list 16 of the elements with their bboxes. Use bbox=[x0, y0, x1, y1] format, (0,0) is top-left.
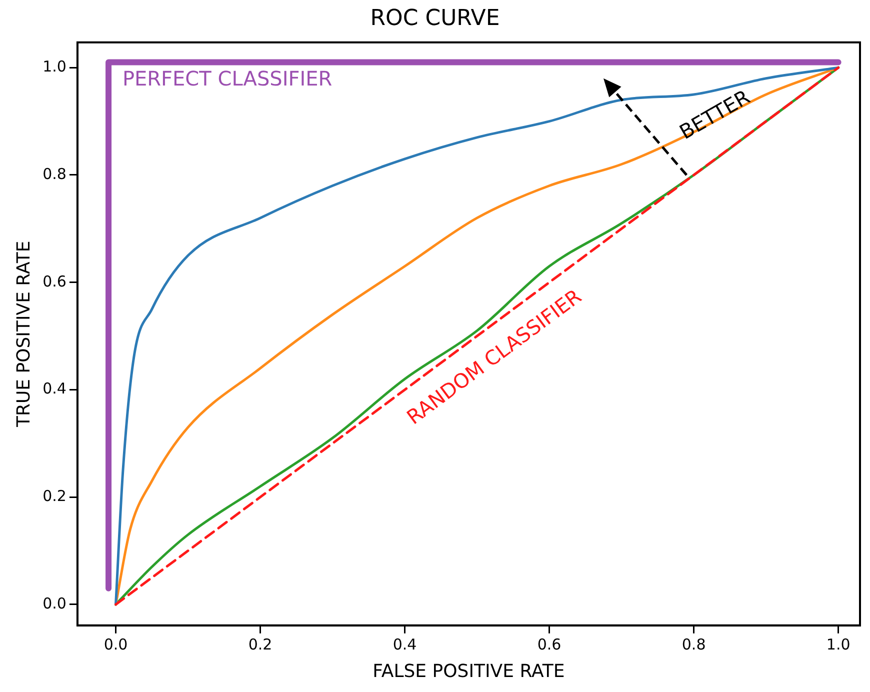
y-tick-label: 0.8 bbox=[42, 164, 66, 183]
x-tick-label: 1.0 bbox=[826, 635, 850, 654]
y-tick-label: 0.4 bbox=[42, 380, 66, 398]
annotation: PERFECT CLASSIFIER bbox=[122, 66, 332, 91]
x-tick-label: 0.8 bbox=[682, 635, 706, 654]
chart-title: ROC CURVE bbox=[370, 6, 500, 31]
x-tick-label: 0.6 bbox=[537, 635, 562, 654]
x-tick-label: 0.4 bbox=[392, 635, 417, 654]
y-tick-label: 0.0 bbox=[42, 594, 66, 612]
y-tick-label: 1.0 bbox=[42, 58, 66, 76]
x-axis-title: FALSE POSITIVE RATE bbox=[372, 660, 565, 682]
y-tick-label: 0.6 bbox=[42, 272, 66, 290]
x-tick-label: 0.2 bbox=[248, 635, 272, 654]
y-tick-label: 0.2 bbox=[42, 486, 66, 505]
x-tick-label: 0.0 bbox=[104, 635, 128, 654]
y-axis-title: TRUE POSITIVE RATE bbox=[13, 240, 34, 428]
